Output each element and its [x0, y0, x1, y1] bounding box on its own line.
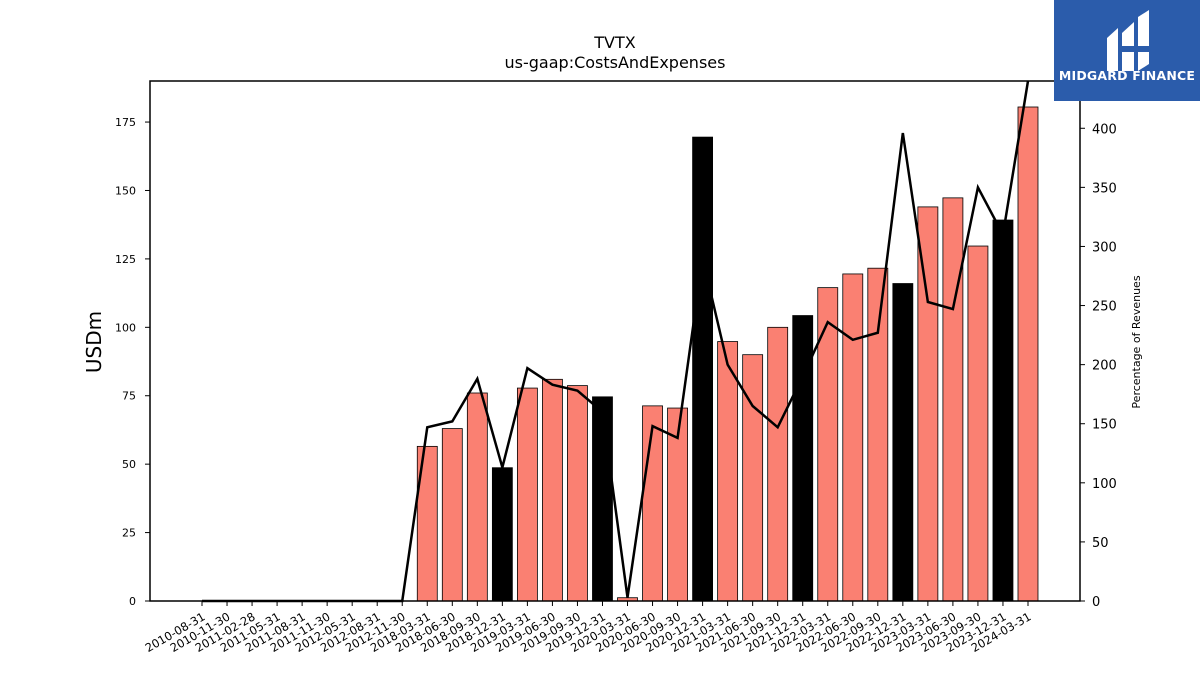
y2-tick-label: 0 [1092, 595, 1100, 610]
y-tick-label: 125 [115, 253, 136, 266]
logo-mark-icon [1107, 10, 1154, 71]
bar-2019-09-30 [567, 385, 588, 602]
y-tick-label: 150 [115, 184, 136, 197]
y-tick-label: 0 [129, 595, 136, 608]
bar-2022-09-30 [867, 267, 889, 602]
y-axis-label: USDm [82, 311, 106, 373]
bar-2021-03-31 [717, 341, 739, 602]
bar-2022-12-31 [892, 283, 914, 602]
bar-2019-03-31 [516, 387, 538, 602]
y2-tick-label: 200 [1092, 359, 1117, 374]
bar-2019-12-31 [592, 396, 613, 602]
y2-tick-label: 100 [1092, 477, 1117, 492]
y-tick-label: 50 [122, 458, 136, 471]
bar-2019-06-30 [542, 378, 563, 602]
bar-2020-12-31 [692, 136, 713, 602]
bar-2022-06-30 [842, 273, 864, 602]
plot-frame [149, 80, 1081, 602]
y2-tick-label: 50 [1092, 536, 1109, 551]
bar-2018-09-30 [466, 392, 488, 602]
bar-2023-03-31 [917, 206, 939, 602]
y2-axis-label: Percentage of Revenues [1130, 275, 1143, 408]
y-tick-label: 75 [122, 390, 136, 403]
y2-tick-label: 400 [1092, 122, 1117, 137]
y2-tick-label: 150 [1092, 418, 1117, 433]
bar-2021-06-30 [742, 354, 764, 602]
bar-2021-09-30 [767, 326, 789, 602]
bar-2023-12-31 [992, 219, 1014, 602]
y2-tick-label: 350 [1092, 181, 1117, 196]
y-tick-label: 25 [122, 527, 136, 540]
chart-title: TVTX [593, 33, 635, 52]
brand-logo: MIDGARD FINANCE [1054, 0, 1200, 101]
bar-2023-06-30 [942, 197, 964, 602]
bar-group [416, 106, 1039, 602]
y2-tick-label: 300 [1092, 240, 1117, 255]
y-tick-label: 175 [115, 116, 136, 129]
bar-2020-06-30 [642, 405, 663, 602]
bar-2018-06-30 [441, 428, 463, 602]
logo-text: MIDGARD FINANCE [1058, 68, 1196, 83]
axes-group: 0 25 50 75 100 125 150 175 0 50 100 150 200 250 300 350… [115, 80, 1117, 655]
bar-2024-03-31 [1017, 106, 1039, 602]
chart-subtitle: us-gaap:CostsAndExpenses [505, 53, 726, 72]
y2-tick-label: 250 [1092, 300, 1117, 315]
bar-2018-12-31 [491, 467, 513, 602]
y-tick-label: 100 [115, 321, 136, 334]
bar-2023-09-30 [967, 245, 989, 602]
